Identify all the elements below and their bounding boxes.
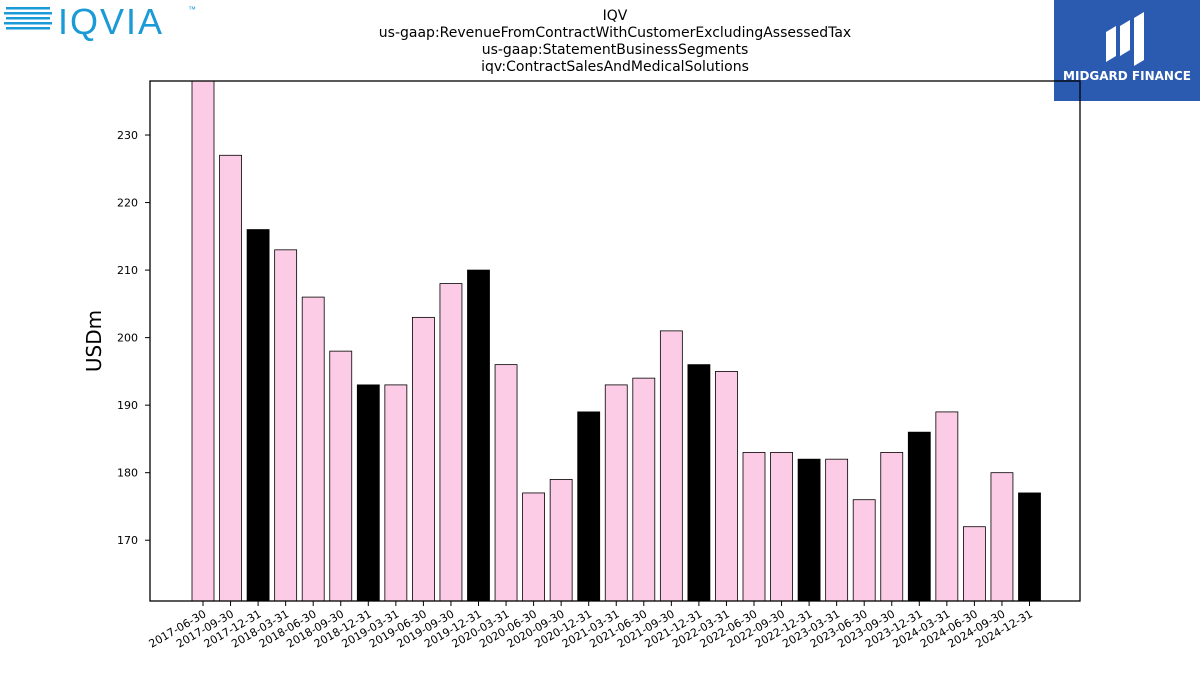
chart-title-line-4: iqv:ContractSalesAndMedicalSolutions bbox=[481, 59, 749, 75]
iqvia-logo-tm: ™ bbox=[188, 5, 196, 14]
y-tick-label-200: 200 bbox=[117, 332, 138, 345]
chart-title-line-3: us-gaap:StatementBusinessSegments bbox=[482, 42, 749, 58]
bar-2022-09-30 bbox=[770, 452, 793, 602]
bar-2024-12-31 bbox=[1018, 492, 1041, 602]
chart-title-line-1: IQV bbox=[603, 8, 628, 24]
chart-title-line-2: us-gaap:RevenueFromContractWithCustomerE… bbox=[379, 25, 851, 41]
iqvia-logo: IQVIA ™ bbox=[4, 2, 196, 42]
bar-2018-09-30 bbox=[329, 350, 353, 602]
midgard-finance-logo: MIDGARD FINANCE bbox=[1054, 0, 1200, 101]
bar-2021-06-30 bbox=[632, 377, 656, 602]
plot-frame bbox=[149, 80, 1081, 602]
y-axis-label: USDm bbox=[82, 310, 106, 372]
bar-2019-09-30 bbox=[439, 283, 463, 602]
bar-2024-03-31 bbox=[935, 411, 959, 602]
y-axis: 170 180 190 200 210 220 230 bbox=[117, 129, 150, 547]
bar-2023-12-31 bbox=[907, 431, 931, 602]
bar-2018-03-31 bbox=[274, 249, 298, 602]
y-tick-label-170: 170 bbox=[117, 534, 138, 547]
bar-2023-06-30 bbox=[852, 499, 876, 602]
y-tick-label-220: 220 bbox=[117, 197, 138, 210]
bar-2023-03-31 bbox=[825, 458, 849, 602]
chart-title: IQV us-gaap:RevenueFromContractWithCusto… bbox=[379, 8, 851, 75]
bar-2023-09-30 bbox=[880, 452, 904, 602]
bar-2024-09-30 bbox=[990, 472, 1014, 602]
bar-2021-03-31 bbox=[604, 384, 628, 602]
bar-2020-12-31 bbox=[577, 411, 601, 602]
iqvia-logo-stripes-icon bbox=[4, 7, 52, 30]
bar-2018-12-31 bbox=[356, 384, 380, 602]
y-tick-label-210: 210 bbox=[117, 264, 138, 277]
bar-2022-12-31 bbox=[797, 458, 821, 602]
bar-2021-09-30 bbox=[659, 330, 683, 602]
bar-2022-03-31 bbox=[715, 370, 738, 602]
bar-2020-09-30 bbox=[549, 479, 573, 602]
midgard-finance-logo-text: MIDGARD FINANCE bbox=[1063, 69, 1191, 83]
y-tick-label-190: 190 bbox=[117, 399, 138, 412]
y-tick-label-230: 230 bbox=[117, 129, 138, 142]
bar-2019-03-31 bbox=[384, 384, 408, 602]
x-axis: 2017-06-302017-09-302017-12-312018-03-31… bbox=[147, 601, 1035, 651]
bar-2019-12-31 bbox=[467, 269, 490, 602]
bar-2020-03-31 bbox=[494, 364, 518, 602]
bar-2022-06-30 bbox=[742, 452, 766, 602]
bar-2017-09-30 bbox=[219, 154, 242, 602]
bars-group bbox=[191, 80, 1041, 602]
bar-2017-06-30 bbox=[191, 80, 215, 602]
iqvia-logo-text: IQVIA bbox=[58, 2, 164, 42]
y-tick-label-180: 180 bbox=[117, 467, 138, 480]
bar-2024-06-30 bbox=[963, 526, 986, 602]
bar-2018-06-30 bbox=[301, 296, 325, 602]
bar-2019-06-30 bbox=[411, 316, 435, 602]
bar-2021-12-31 bbox=[687, 364, 711, 602]
midgard-finance-emblem-icon bbox=[1106, 12, 1144, 66]
bar-2017-12-31 bbox=[246, 229, 270, 602]
bar-2020-06-30 bbox=[522, 492, 545, 602]
